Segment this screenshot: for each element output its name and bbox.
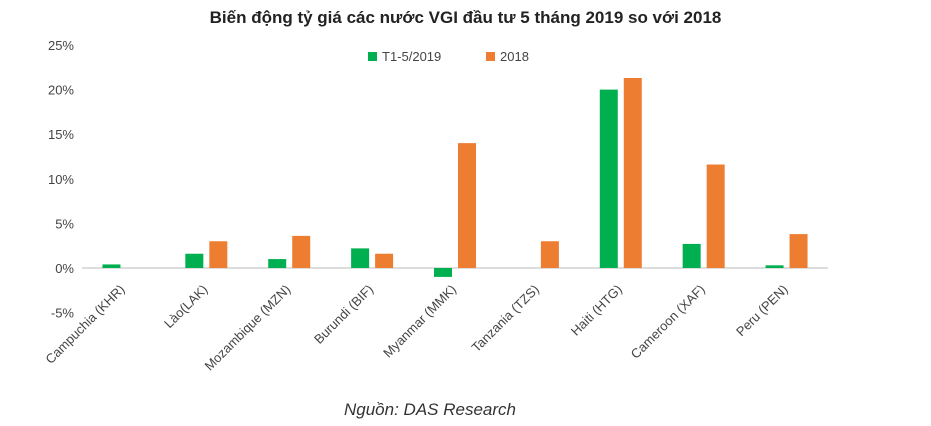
source-note: Nguồn: DAS Research: [344, 400, 516, 419]
bar-2018: [209, 241, 228, 268]
y-tick-label: 25%: [48, 38, 74, 53]
legend-swatch: [486, 52, 495, 61]
x-tick-label: Burundi (BIF): [311, 282, 376, 347]
bar-2018: [458, 143, 476, 268]
y-tick-label: 5%: [55, 216, 74, 231]
bar-2018: [292, 235, 311, 268]
x-tick-label: Tanzania (TZS): [469, 282, 542, 355]
chart-title: Biến động tỷ giá các nước VGI đầu tư 5 t…: [209, 8, 722, 27]
y-tick-label: 20%: [48, 83, 74, 98]
bar-2018: [623, 78, 642, 268]
bar-2019: [434, 268, 452, 277]
legend-label: T1-5/2019: [382, 49, 441, 64]
x-tick-label: Peru (PEN): [733, 282, 791, 340]
bar-2019: [765, 265, 784, 268]
x-tick-label: Haiti (HTG): [568, 282, 625, 339]
bar-2019: [599, 89, 618, 268]
y-tick-label: 0%: [55, 261, 74, 276]
y-tick-label: 10%: [48, 172, 74, 187]
legend-label: 2018: [500, 49, 529, 64]
bar-2019: [268, 259, 287, 268]
x-tick-label: Lào(LAK): [161, 282, 210, 331]
bar-2018: [540, 241, 559, 268]
y-tick-label: -5%: [51, 306, 75, 321]
x-tick-label: Myanmar (MMK): [380, 282, 459, 361]
bar-2018: [375, 253, 394, 268]
bar-2019: [351, 248, 370, 268]
legend-swatch: [368, 52, 377, 61]
x-tick-label: Cameroon (XAF): [628, 282, 708, 362]
y-tick-label: 15%: [48, 127, 74, 142]
bar-2018: [789, 234, 808, 268]
x-tick-label: Mozambique (MZN): [202, 282, 294, 374]
bar-2019: [682, 243, 701, 268]
bar-2019: [102, 264, 121, 268]
bar-2019: [185, 253, 204, 268]
bar-2018: [706, 164, 725, 268]
x-tick-label: Campuchia (KHR): [42, 282, 127, 367]
